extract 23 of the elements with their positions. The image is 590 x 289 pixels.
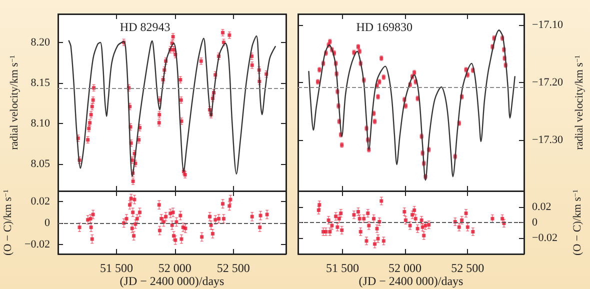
y-tick-label: 0.02 (30, 196, 50, 208)
y-tick-label: 8.05 (30, 158, 50, 170)
y2-tick-label: −17.10 (532, 18, 564, 31)
x-tick-label: 52 500 (216, 261, 250, 275)
x-tick-label: 51 500 (326, 261, 359, 275)
y2-tick-label: 0.02 (532, 201, 552, 214)
x-tick-label: 51 500 (100, 261, 133, 275)
y-tick-label: 0 (44, 217, 50, 230)
y-tick-label: 8.15 (30, 77, 50, 90)
x-axis-title: (JD − 2400 000)/days (120, 274, 225, 288)
x-tick-label: 52 000 (158, 261, 192, 275)
y-tick-label: −0.02 (24, 238, 50, 250)
text: HD 82943 (120, 20, 170, 34)
y2-tick-label: −0.02 (532, 232, 558, 244)
y-tick-label: 8.10 (30, 118, 50, 130)
x-tick-label: 52 000 (388, 261, 422, 275)
x-tick-label: 52 500 (451, 261, 484, 275)
y2-tick-label: −17.30 (532, 134, 564, 146)
y-tick-label: 8.20 (30, 36, 50, 48)
y2-tick-label: −17.20 (532, 76, 564, 88)
y2-tick-label: 0 (532, 216, 538, 228)
text: HD 169830 (356, 20, 413, 34)
x-axis-title: (JD − 2400 000)/days (358, 274, 464, 288)
